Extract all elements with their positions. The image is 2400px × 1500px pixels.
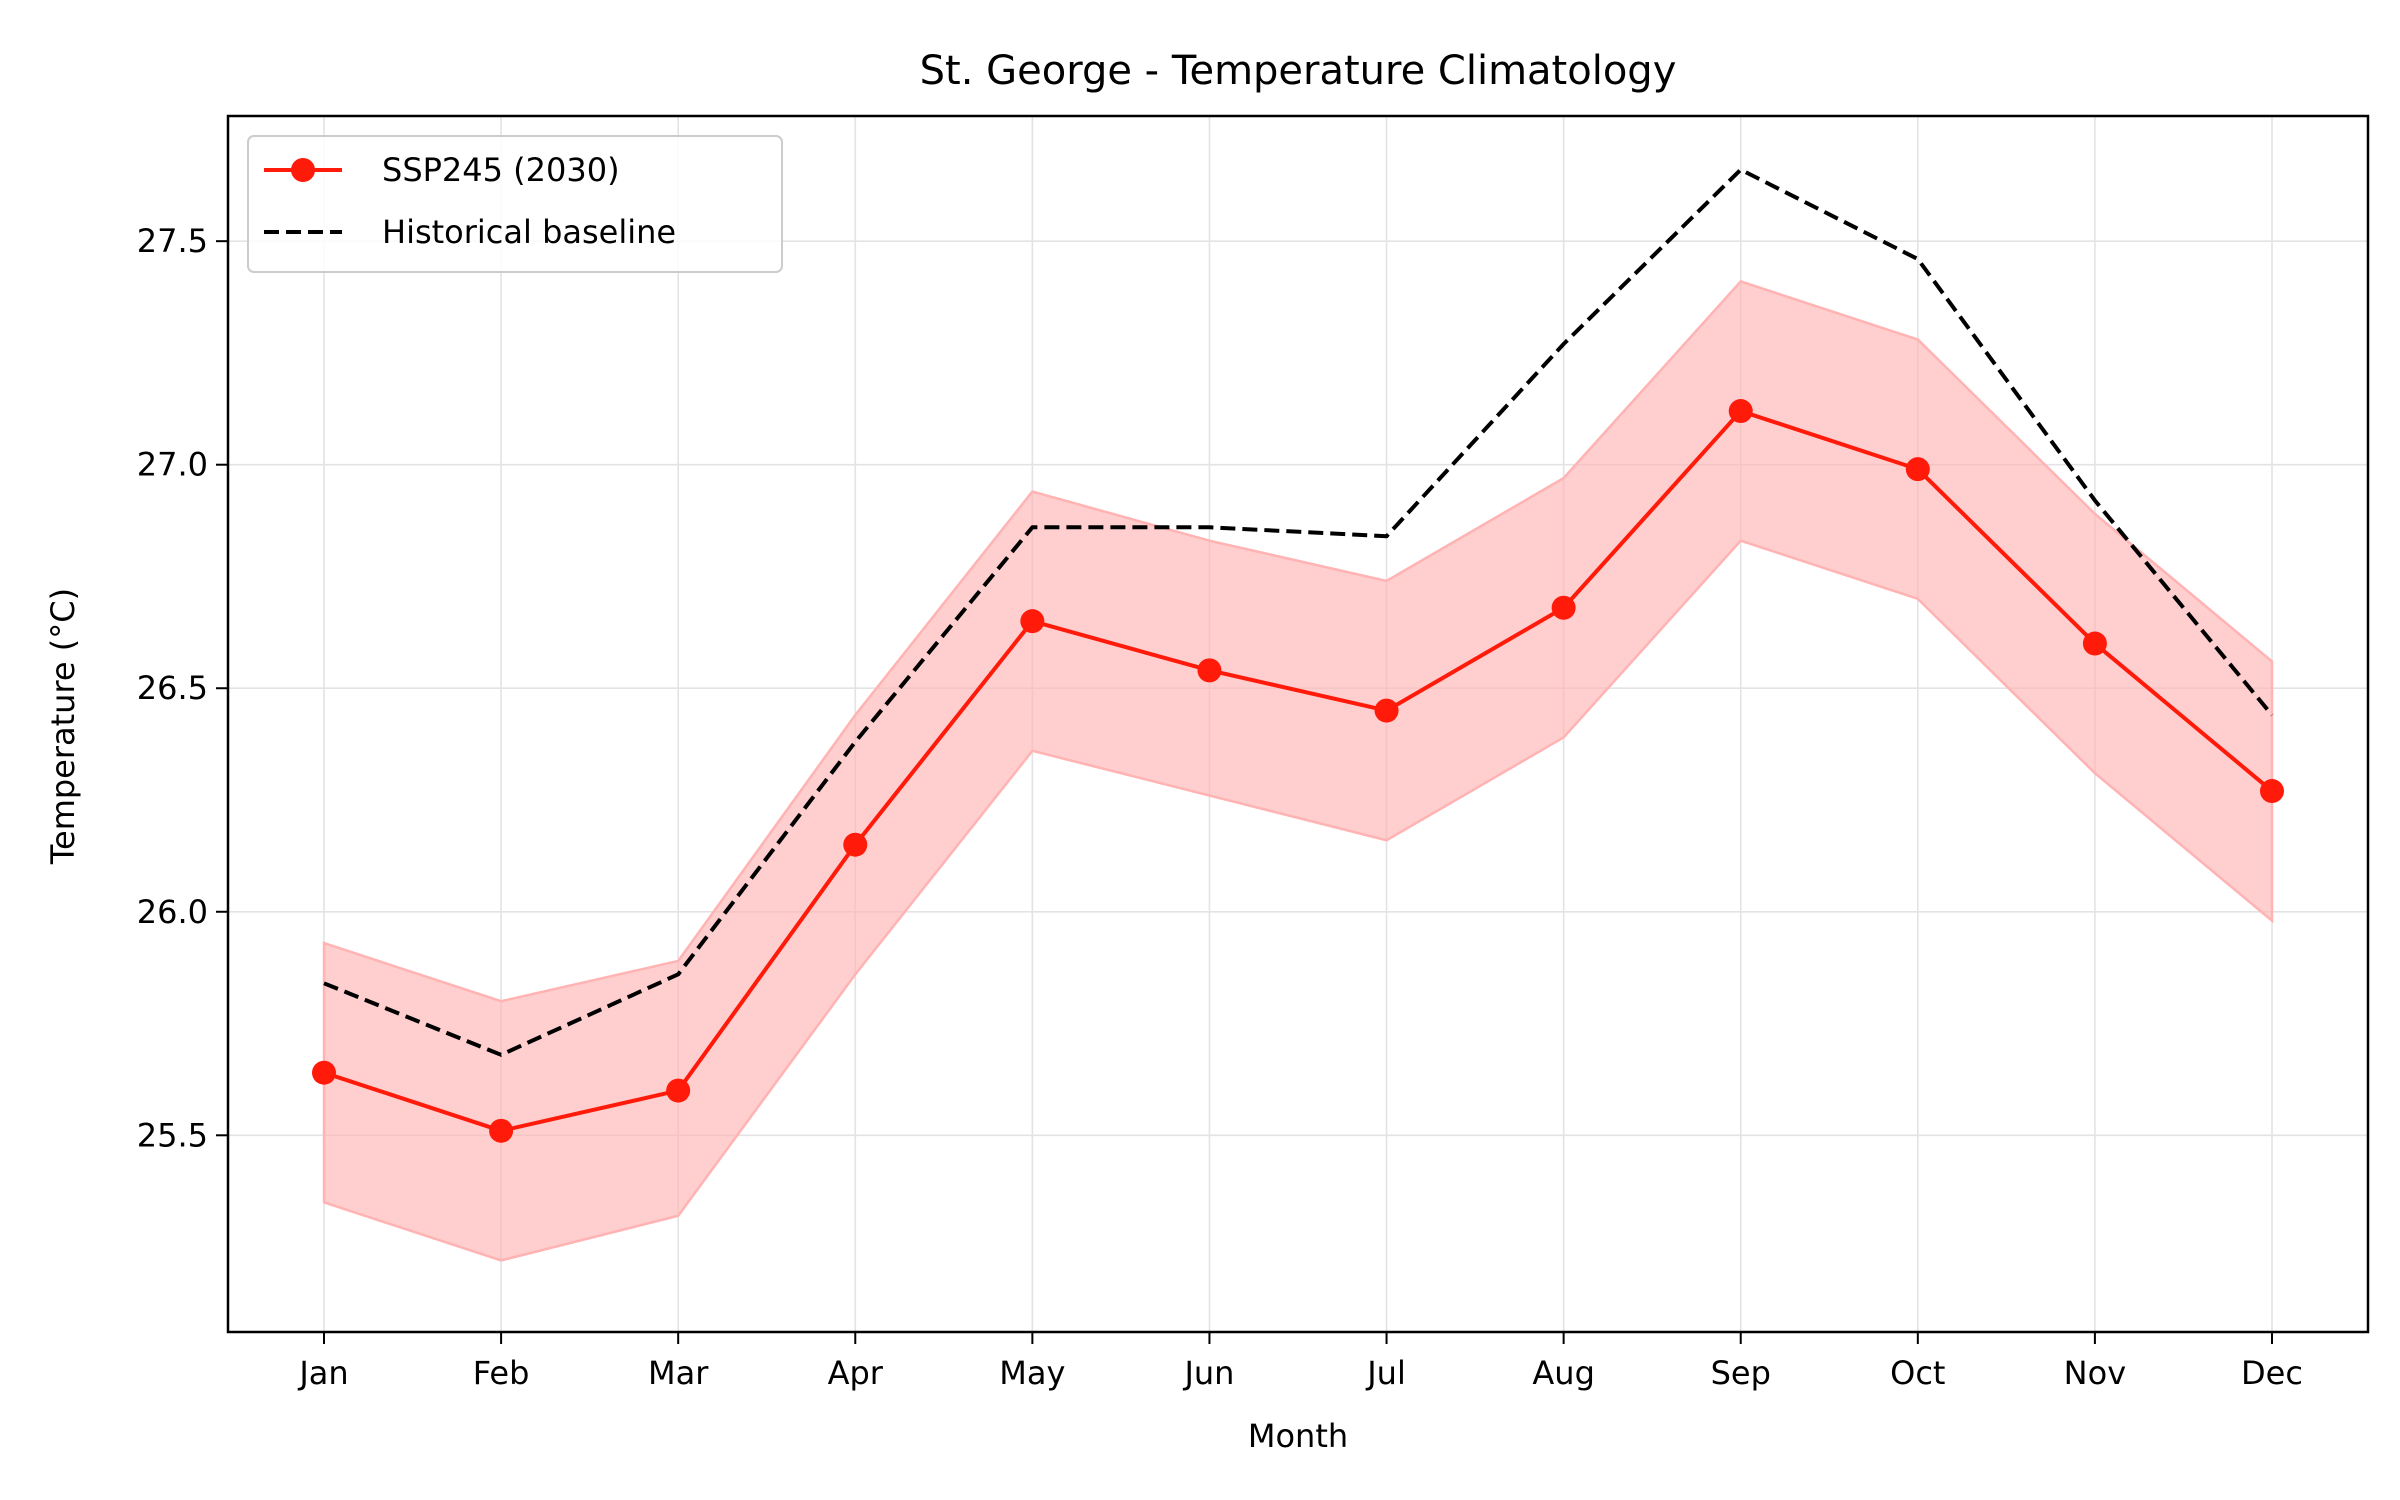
y-axis-label: Temperature (°C) [44, 588, 82, 865]
uncertainty-band [322, 279, 2274, 1262]
data-point [666, 1078, 691, 1103]
x-axis-ticks: Jan Feb Mar Apr May Jun Jul Aug Sep Oct Nov Dec [297, 1332, 2303, 1392]
data-point [1551, 595, 1576, 620]
baseline-line [323, 167, 2274, 1057]
data-point [1020, 609, 1045, 634]
x-tick-label: Dec [2241, 1354, 2303, 1392]
x-tick-label: Jun [1182, 1354, 1234, 1392]
data-point [312, 1060, 336, 1085]
legend: SSP245 (2030) Historical baseline [247, 135, 783, 273]
series-markers [312, 399, 2284, 1143]
y-tick-label: 27.5 [137, 222, 208, 260]
x-axis-label: Month [1248, 1417, 1348, 1455]
data-point [1197, 658, 1222, 683]
y-axis-ticks: 25.5 26.0 26.5 27.0 27.5 [137, 222, 228, 1154]
plot-area-frame [226, 114, 2370, 1334]
legend-box [247, 135, 783, 273]
y-tick-label: 26.0 [137, 893, 208, 931]
x-tick-label: Mar [648, 1354, 709, 1392]
x-tick-label: May [999, 1354, 1065, 1392]
chart-title: St. George - Temperature Climatology [920, 48, 1677, 94]
data-point [489, 1118, 514, 1143]
series-lines [323, 167, 2274, 1133]
data-point [1905, 457, 1930, 482]
data-point [843, 832, 868, 857]
legend-label: SSP245 (2030) [382, 151, 620, 189]
x-tick-label: Sep [1711, 1354, 1771, 1392]
x-tick-label: Feb [473, 1354, 530, 1392]
y-tick-label: 26.5 [137, 669, 208, 707]
y-tick-label: 27.0 [137, 446, 208, 484]
legend-label: Historical baseline [382, 213, 676, 251]
x-tick-label: Apr [828, 1354, 884, 1392]
uncertainty-bands [322, 279, 2274, 1262]
x-tick-label: Oct [1890, 1354, 1945, 1392]
data-point [2082, 631, 2107, 656]
ssp-line [323, 409, 2274, 1133]
x-tick-label: Jul [1365, 1354, 1406, 1392]
data-point [2260, 779, 2284, 804]
x-tick-label: Aug [1532, 1354, 1594, 1392]
x-tick-label: Jan [297, 1354, 348, 1392]
data-point [1374, 698, 1399, 723]
legend-swatch-marker [291, 158, 315, 182]
y-tick-label: 25.5 [137, 1116, 208, 1154]
x-tick-label: Nov [2064, 1354, 2126, 1392]
data-point [1728, 399, 1753, 424]
